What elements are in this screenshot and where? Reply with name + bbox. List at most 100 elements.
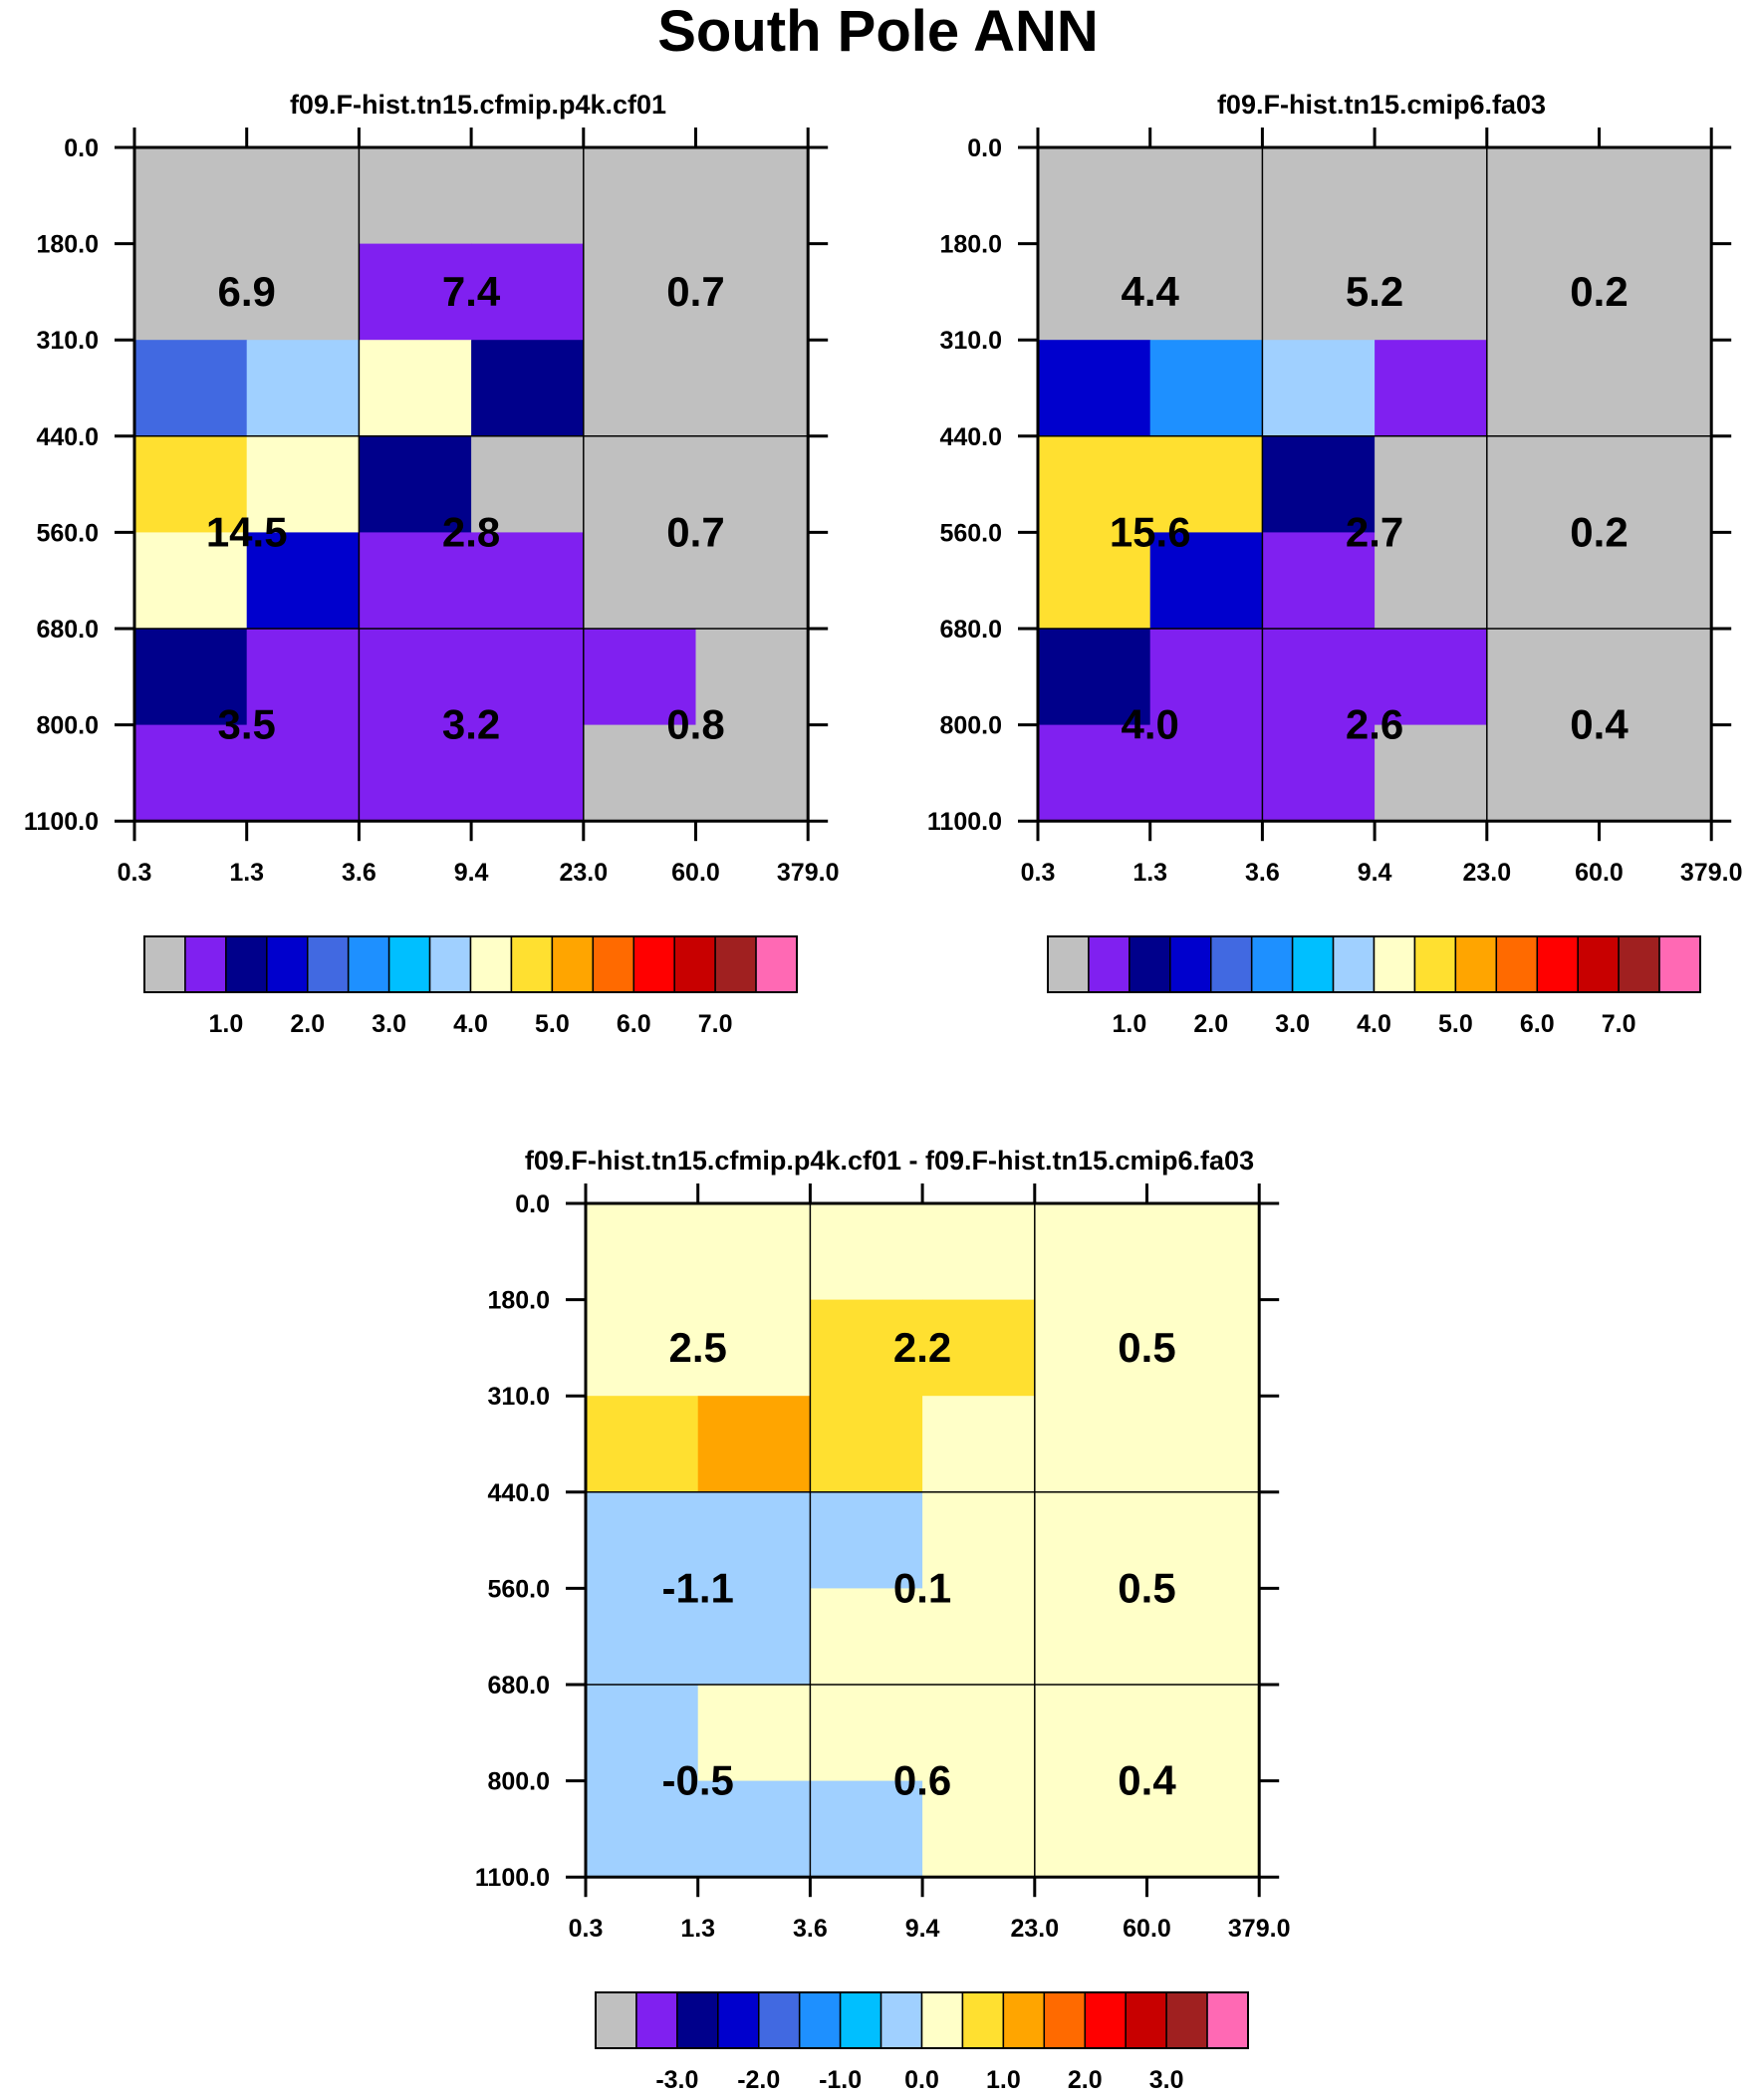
heatmap-cell (1034, 1685, 1148, 1782)
heatmap-cell (246, 724, 360, 822)
colorbar-swatch (635, 1991, 678, 2049)
heatmap-cell (810, 1780, 923, 1878)
colorbar-swatch (307, 935, 350, 993)
colorbar-label: 1.0 (1112, 1010, 1146, 1038)
colorbar-swatch (879, 1991, 923, 2049)
heatmap-cell (583, 340, 697, 437)
heatmap-cell (810, 1491, 923, 1589)
box-value-label: 2.6 (1346, 701, 1403, 748)
heatmap-cell (586, 1491, 699, 1589)
colorbar-swatch (717, 1991, 760, 2049)
heatmap-cell (586, 1299, 699, 1397)
heatmap-cell (1038, 147, 1151, 245)
heatmap-cell (1038, 532, 1151, 630)
heatmap-cell (1262, 532, 1376, 630)
heatmap-cell (695, 340, 809, 437)
heatmap-cell (695, 724, 809, 822)
heatmap-cell (1146, 1299, 1260, 1397)
colorbar-label: 7.0 (1602, 1010, 1636, 1038)
colorbar-swatch (1125, 1991, 1167, 2049)
box-value-label: 4.0 (1122, 701, 1179, 748)
heatmap-cell (1038, 340, 1151, 437)
heatmap-cell (471, 340, 585, 437)
heatmap-cell (1149, 243, 1263, 341)
heatmap-cell (471, 724, 585, 822)
y-tick-label: 0.0 (515, 1190, 550, 1218)
heatmap-cell (1375, 243, 1488, 341)
heatmap-cell (471, 435, 585, 533)
colorbar-swatch (510, 935, 554, 993)
heatmap-cell (1262, 243, 1376, 341)
box-value-label: 0.4 (1118, 1757, 1176, 1804)
heatmap-cell (586, 1588, 699, 1686)
colorbar-swatch (225, 935, 268, 993)
panel-title: f09.F-hist.tn15.cfmip.p4k.cf01 - f09.F-h… (524, 1146, 1255, 1176)
panel-cf01: f09.F-hist.tn15.cfmip.p4k.cf01 0.3 1.3 3.6… (0, 90, 896, 1051)
heatmap-cell (1034, 1396, 1148, 1493)
x-tick-label: 379.0 (1228, 1915, 1291, 1943)
box-value-label: -0.5 (662, 1757, 734, 1804)
x-tick-label: 23.0 (1462, 859, 1511, 887)
colorbar-swatch (676, 1991, 719, 2049)
colorbar-swatch (347, 935, 390, 993)
heatmap-cell (1146, 1396, 1260, 1493)
x-tick-label: 3.6 (793, 1915, 828, 1943)
heatmap-cell (359, 243, 472, 341)
heatmap-cell (1038, 435, 1151, 533)
y-tick-label: 0.0 (64, 134, 99, 162)
heatmap-cell (1375, 147, 1488, 245)
heatmap-cell (1034, 1491, 1148, 1589)
heatmap-cell (1375, 435, 1488, 533)
heatmap-cell (1262, 147, 1376, 245)
heatmap-cell (583, 435, 697, 533)
box-value-label: 0.6 (893, 1757, 951, 1804)
heatmap-cell (134, 243, 248, 341)
heatmap-cell (1149, 435, 1263, 533)
heatmap-cell (922, 1588, 1036, 1686)
x-tick-label: 3.6 (1245, 859, 1280, 887)
colorbar-swatch (839, 1991, 882, 2049)
heatmap-cell (922, 1685, 1036, 1782)
heatmap-cell (697, 1588, 811, 1686)
colorbar-label: 6.0 (1520, 1010, 1555, 1038)
colorbar-swatch (1210, 935, 1253, 993)
y-tick-label: 680.0 (36, 616, 99, 644)
heatmap-cell (359, 724, 472, 822)
heatmap-cell (810, 1396, 923, 1493)
box-value-label: 0.5 (1118, 1564, 1175, 1611)
box-value-label: 0.2 (1570, 268, 1628, 315)
colorbar-swatch (1373, 935, 1416, 993)
box-value-label: 0.2 (1570, 508, 1628, 555)
heatmap-cell (1486, 147, 1601, 245)
colorbar-swatch (632, 935, 675, 993)
heatmap-cell (1599, 147, 1712, 245)
box-value-label: 2.2 (893, 1324, 951, 1371)
x-tick-label: 1.3 (229, 859, 264, 887)
colorbar-label: 3.0 (1275, 1010, 1310, 1038)
colorbar-label: 4.0 (1357, 1010, 1391, 1038)
heatmap-plot: 0.3 1.3 3.6 9.4 23.0 60.0 379.0 0.0 180.0 310.0 44… (24, 128, 839, 1038)
heatmap-cell (1149, 532, 1263, 630)
box-value-label: 7.4 (442, 268, 501, 315)
heatmap-cell (1599, 435, 1712, 533)
heatmap-cell (695, 243, 809, 341)
x-tick-label: 1.3 (680, 1915, 715, 1943)
heatmap-cell (1599, 629, 1712, 726)
heatmap-cell (1486, 629, 1601, 726)
heatmap-cell (586, 1685, 699, 1782)
colorbar-swatch (266, 935, 309, 993)
y-tick-label: 1100.0 (475, 1864, 550, 1892)
heatmap-cell (134, 435, 248, 533)
heatmap-cell (1146, 1491, 1260, 1589)
heatmap-cell (810, 1685, 923, 1782)
box-value-label: 0.4 (1570, 701, 1629, 748)
heatmap-cell (1034, 1780, 1148, 1878)
colorbar-label: 0.0 (904, 2066, 939, 2094)
colorbar-swatch (1002, 1991, 1046, 2049)
colorbar-frame (143, 935, 798, 993)
y-tick-label: 310.0 (939, 327, 1002, 355)
y-tick-label: 1100.0 (927, 808, 1002, 836)
heatmap-cell (695, 629, 809, 726)
colorbar-swatch (1169, 935, 1212, 993)
colorbar-swatch (714, 935, 757, 993)
